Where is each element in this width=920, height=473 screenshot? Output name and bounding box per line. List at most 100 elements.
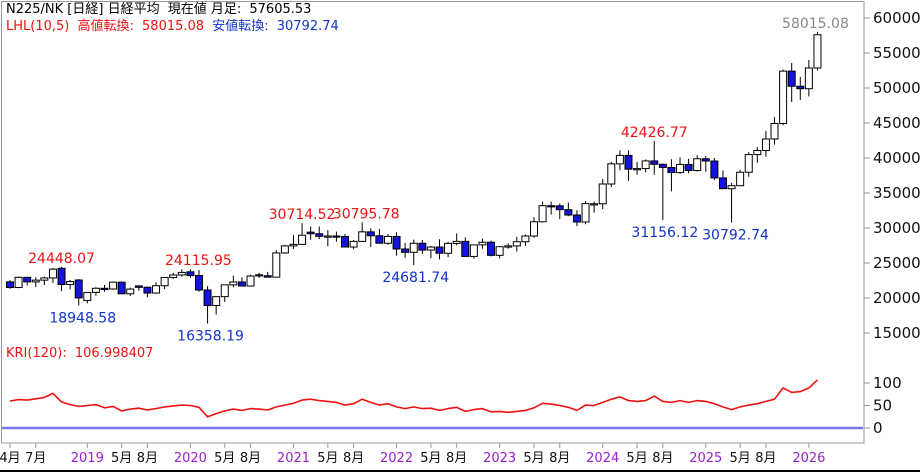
y-axis-label: 25000	[873, 254, 920, 272]
price-annotation: 58015.08	[782, 16, 849, 32]
x-axis-month-label: 5月	[317, 451, 338, 466]
candle-up	[581, 203, 590, 223]
x-axis-month-label: 8月	[446, 451, 467, 466]
high-turn-label: 高値転換:	[77, 19, 134, 34]
candle-up	[529, 221, 538, 237]
candle-up	[813, 34, 822, 69]
candle-down	[667, 166, 676, 174]
candle-up	[607, 163, 616, 185]
kri-indicator-value: 106.998407	[74, 346, 154, 361]
candle-down	[624, 154, 633, 170]
candle-up	[109, 281, 118, 290]
candle-up	[804, 67, 813, 90]
x-axis-month-label: 4月	[0, 451, 21, 466]
candle-up	[31, 279, 40, 283]
x-axis-month-label: 8月	[137, 451, 158, 466]
candle-down	[100, 287, 109, 291]
candle-up	[169, 274, 178, 279]
y-axis-label: 55000	[873, 44, 920, 62]
candle-down	[787, 70, 796, 87]
y-axis-label: 45000	[873, 114, 920, 132]
y-axis-label: 60000	[873, 9, 920, 27]
candle-up	[349, 240, 358, 248]
candle-up	[736, 171, 745, 187]
candle-down	[555, 205, 564, 211]
price-annotation: 24448.07	[28, 251, 95, 267]
price-annotation: 24115.95	[165, 253, 232, 269]
candle-down	[658, 163, 667, 168]
x-axis-month-label: 5月	[214, 451, 235, 466]
candle-up	[48, 268, 57, 279]
candle-down	[392, 235, 401, 250]
candle-up	[469, 244, 478, 257]
price-annotation: 16358.19	[177, 328, 244, 344]
x-axis-month-label: 8月	[755, 451, 776, 466]
candle-up	[160, 277, 169, 287]
candle-up	[14, 276, 23, 289]
candle-up	[272, 252, 281, 278]
candle-up	[633, 168, 642, 171]
candle-down	[143, 286, 152, 294]
candle-down	[263, 275, 272, 278]
candle-down	[650, 160, 659, 165]
price-annotation: 42426.77	[621, 125, 688, 141]
candle-down	[237, 281, 246, 287]
candle-up	[779, 70, 788, 124]
candle-down	[194, 275, 203, 291]
candle-down	[684, 163, 693, 172]
candle-up	[177, 271, 186, 276]
candle-up	[358, 231, 367, 242]
candle-up	[152, 285, 161, 294]
candle-down	[255, 274, 264, 277]
x-axis-month-label: 7月	[25, 451, 46, 466]
lhl-indicator-header: LHL(10,5) 高値転換: 58015.08 安値転換: 30792.74	[6, 20, 343, 34]
candle-up	[727, 185, 736, 190]
candle-up	[383, 235, 392, 244]
candle-up	[538, 205, 547, 223]
candle-up	[212, 296, 221, 307]
candle-down	[74, 279, 83, 299]
candle-up	[289, 243, 298, 247]
x-axis-year-label: 2023	[483, 451, 516, 466]
x-axis-month-label: 8月	[240, 451, 261, 466]
candle-down	[57, 267, 66, 286]
price-annotation: 30714.52	[269, 207, 336, 223]
x-axis-month-label: 5月	[111, 451, 132, 466]
candle-down	[117, 281, 126, 295]
candle-down	[23, 276, 32, 283]
candle-down	[306, 231, 315, 235]
candle-up	[91, 287, 100, 293]
x-axis-month-label: 5月	[420, 451, 441, 466]
kri-line	[9, 379, 819, 418]
candle-down	[435, 246, 444, 254]
candle-up	[444, 242, 453, 254]
y-axis-label: 40000	[873, 149, 920, 167]
candle-up	[220, 284, 229, 298]
candle-up	[409, 242, 418, 253]
x-axis-year-label: 2022	[380, 451, 413, 466]
candle-down	[418, 242, 427, 251]
x-axis-year-label: 2024	[586, 451, 619, 466]
candle-down	[186, 271, 195, 277]
candle-up	[452, 240, 461, 244]
low-turn-label: 安値転換:	[212, 19, 269, 34]
candle-up	[323, 235, 332, 238]
candle-down	[6, 281, 14, 288]
candle-up	[66, 281, 75, 286]
x-axis-year-label: 2019	[71, 451, 104, 466]
price-annotation: 30792.74	[702, 227, 769, 243]
kri-indicator-header: KRI(120): 106.998407	[6, 347, 157, 361]
candle-down	[375, 235, 384, 244]
x-axis-year-label: 2025	[689, 451, 722, 466]
candle-down	[718, 177, 727, 190]
y-axis-label: 50	[873, 397, 892, 415]
candle-down	[796, 85, 805, 90]
candle-down	[315, 233, 324, 237]
price-annotation: 31156.12	[631, 225, 698, 241]
y-axis-label: 0	[873, 419, 883, 437]
lhl-indicator-label: LHL(10,5)	[6, 19, 70, 34]
candle-down	[701, 158, 710, 162]
candle-up	[83, 292, 92, 301]
window-bottom-edge	[0, 470, 920, 472]
current-price-value: 57605.53	[249, 2, 312, 17]
